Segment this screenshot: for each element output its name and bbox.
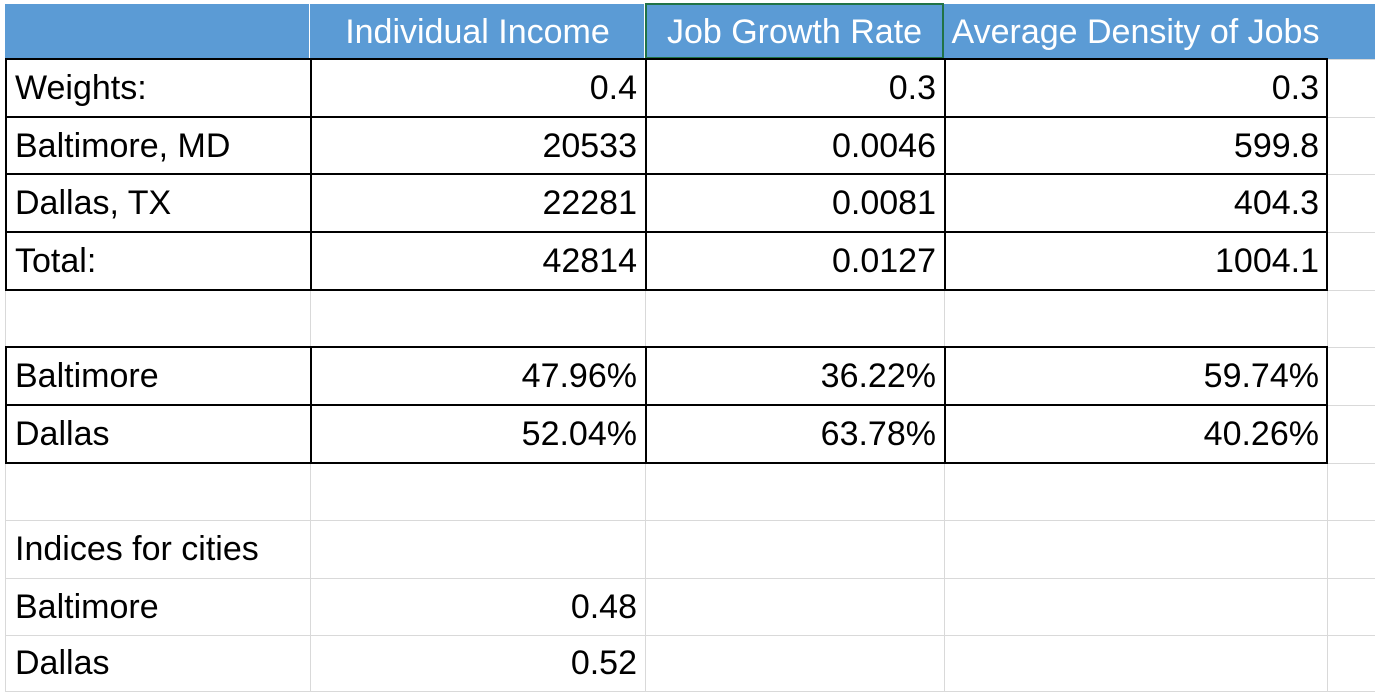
row-label-cell[interactable]: Weights: [15,69,147,107]
value-cell[interactable] [645,635,944,691]
value-cell[interactable] [645,290,944,347]
row-label-cell[interactable]: Baltimore [15,587,159,626]
table-border [5,116,1328,118]
table-border [645,59,647,290]
value-cell[interactable]: 404.3 [1233,184,1319,222]
table-border [944,59,946,290]
empty-cell[interactable] [1327,520,1375,578]
row-label-cell[interactable]: Total: [15,242,97,280]
row-label-cell[interactable]: Dallas, TX [15,184,172,222]
value-cell[interactable]: 0.48 [570,587,637,626]
empty-cell[interactable] [1327,347,1375,405]
table-border [5,346,1328,348]
selected-column-header-outline [645,3,944,59]
value-cell[interactable]: 0.0046 [832,126,936,165]
empty-cell[interactable] [1327,290,1375,347]
row-gridline [5,578,1375,579]
table-border [1326,59,1328,290]
sheet-left-edge [0,0,5,691]
value-cell[interactable]: 40.26% [1203,415,1319,453]
value-cell[interactable]: 63.78% [820,415,936,453]
table-border [310,59,312,290]
table-border [5,347,7,463]
value-cell[interactable]: 0.3 [888,69,936,107]
table-border [5,59,7,290]
row-label-cell[interactable]: Baltimore [15,357,159,395]
column-header-cell[interactable]: Average Density of Jobs [944,4,1327,59]
row-label-cell[interactable] [5,290,310,347]
empty-cell[interactable] [1327,174,1375,232]
value-cell[interactable] [944,520,1327,578]
value-cell[interactable]: 0.0127 [832,242,936,280]
value-cell[interactable] [645,520,944,578]
header-corner-cell[interactable] [5,4,310,59]
value-cell[interactable]: 0.0081 [832,184,936,222]
empty-cell[interactable] [1327,117,1375,174]
row-label-cell[interactable]: Dallas [15,415,110,453]
table-border [5,173,1328,175]
column-header-cell[interactable]: Individual Income [310,4,645,59]
table-border [944,347,946,463]
value-cell[interactable] [944,635,1327,691]
value-cell[interactable] [944,578,1327,635]
value-cell[interactable]: 1004.1 [1215,242,1319,280]
header-separator [309,4,310,59]
value-cell[interactable] [944,290,1327,347]
row-label-cell[interactable] [5,463,310,520]
table-border [645,347,647,463]
table-border [5,404,1328,406]
value-cell[interactable]: 599.8 [1233,126,1319,165]
value-cell[interactable] [645,463,944,520]
value-cell[interactable]: 22281 [542,184,637,222]
value-cell[interactable]: 0.52 [570,644,637,682]
column-header-cell[interactable]: Job Growth Rate [645,4,944,59]
table-border [310,347,312,463]
value-cell[interactable]: 52.04% [521,415,637,453]
header-separator [644,4,645,59]
row-gridline [5,635,1375,636]
value-cell[interactable] [310,520,645,578]
value-cell[interactable] [944,463,1327,520]
table-border [5,462,1328,464]
value-cell[interactable] [645,578,944,635]
table-border [5,289,1328,291]
table-border [5,231,1328,233]
empty-cell[interactable] [1327,463,1375,520]
empty-cell[interactable] [1327,578,1375,635]
table-border [1326,347,1328,463]
value-cell[interactable]: 47.96% [521,357,637,395]
value-cell[interactable]: 20533 [542,126,637,165]
empty-cell[interactable] [1327,405,1375,463]
value-cell[interactable]: 0.4 [589,69,637,107]
value-cell[interactable]: 59.74% [1203,357,1319,395]
value-cell[interactable]: 36.22% [820,357,936,395]
row-label-cell[interactable]: Indices for cities [15,530,259,568]
row-label-cell[interactable]: Dallas [15,644,110,682]
row-label-cell[interactable]: Baltimore, MD [15,126,231,165]
empty-cell[interactable] [1327,232,1375,290]
empty-cell[interactable] [1327,635,1375,691]
table-border [5,58,1328,60]
empty-cell[interactable] [1327,59,1375,117]
value-cell[interactable]: 0.3 [1271,69,1319,107]
value-cell[interactable] [310,463,645,520]
value-cell[interactable]: 42814 [542,242,637,280]
value-cell[interactable] [310,290,645,347]
row-gridline [5,520,1375,521]
